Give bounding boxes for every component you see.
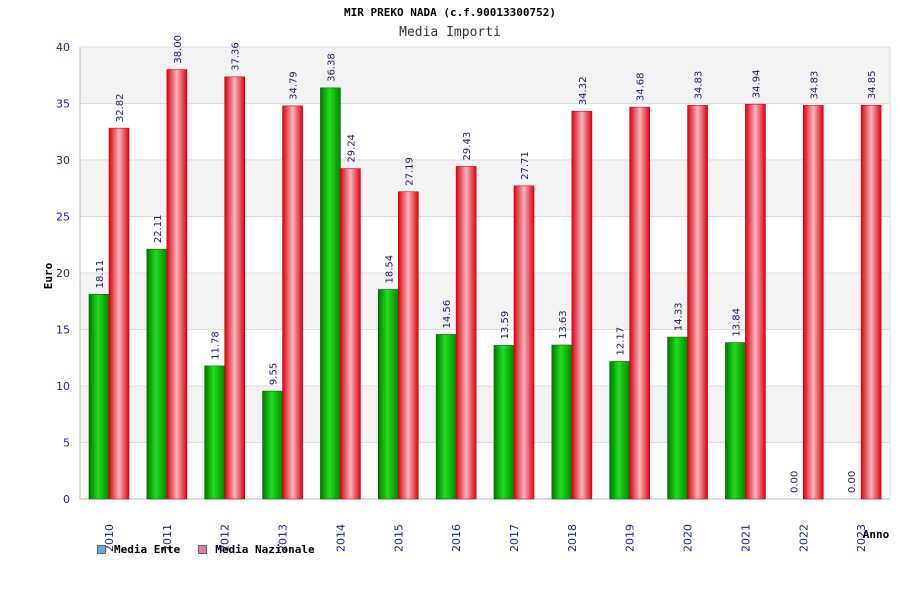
- grid-band: [80, 160, 890, 217]
- bar-nazionale: [629, 106, 651, 500]
- data-label: 37.36: [231, 42, 242, 71]
- bar-nazionale: [687, 105, 708, 500]
- y-tick-label: 25: [56, 211, 70, 224]
- grid-band: [80, 386, 890, 443]
- grid-band: [80, 329, 890, 386]
- x-tick-label: 2018: [566, 524, 579, 552]
- data-label: 34.68: [636, 72, 647, 101]
- data-label: 13.63: [558, 310, 569, 339]
- x-tick-label: 2023: [855, 524, 868, 552]
- bar-nazionale: [571, 110, 593, 500]
- bar-ente: [609, 361, 631, 500]
- data-label: 38.00: [173, 35, 184, 64]
- data-label: 34.94: [751, 70, 762, 99]
- bar-ente: [377, 289, 399, 500]
- data-label: 27.19: [404, 157, 415, 186]
- bar-ente: [493, 345, 515, 500]
- y-tick-label: 0: [63, 493, 70, 506]
- data-label: 34.83: [694, 71, 705, 100]
- data-label: 27.71: [520, 151, 531, 180]
- bar-nazionale: [282, 105, 303, 500]
- bar-nazionale: [397, 191, 419, 500]
- bar-ente: [551, 344, 573, 500]
- x-tick-label: 2012: [219, 524, 232, 552]
- data-label: 0.00: [789, 471, 800, 493]
- bar-ente: [262, 390, 283, 500]
- legend-item-nazionale: Media Nazionale: [198, 543, 315, 556]
- legend-swatch-ente: [97, 545, 106, 554]
- data-label: 34.79: [289, 71, 300, 100]
- y-tick-label: 15: [56, 324, 70, 337]
- x-tick-label: 2010: [103, 524, 116, 552]
- x-tick-label: 2019: [624, 524, 637, 552]
- data-label: 14.33: [674, 302, 685, 331]
- bar-nazionale: [166, 69, 188, 500]
- grid-band: [80, 216, 890, 273]
- data-label: 11.78: [211, 331, 222, 360]
- y-axis-label: Euro: [42, 262, 55, 289]
- data-label: 12.17: [616, 327, 627, 356]
- data-label: 34.32: [578, 77, 589, 106]
- y-tick-label: 5: [63, 437, 70, 450]
- x-tick-label: 2016: [450, 524, 463, 552]
- chart-title: MIR PREKO NADA (c.f.90013300752): [344, 6, 556, 19]
- data-label: 29.24: [346, 134, 357, 163]
- legend-label-nazionale: Media Nazionale: [215, 543, 315, 556]
- data-label: 32.82: [115, 93, 126, 122]
- chart-subtitle: Media Importi: [399, 25, 501, 40]
- bar-nazionale: [860, 104, 882, 500]
- bar-ente: [88, 294, 110, 500]
- bar-nazionale: [340, 168, 361, 500]
- bar-nazionale: [108, 127, 130, 500]
- bar-ente: [320, 87, 341, 500]
- data-label: 14.56: [442, 300, 453, 329]
- bar-ente: [146, 248, 168, 500]
- bar-ente: [204, 365, 226, 500]
- data-label: 13.84: [731, 308, 742, 337]
- grid-band: [80, 442, 890, 499]
- data-label: 18.11: [95, 260, 106, 289]
- grid-band: [80, 47, 890, 104]
- bar-ente: [667, 336, 688, 500]
- y-tick-label: 30: [56, 154, 70, 167]
- legend-swatch-nazionale: [198, 545, 208, 554]
- y-tick-label: 20: [56, 267, 70, 280]
- y-tick-label: 40: [56, 41, 70, 54]
- x-tick-label: 2013: [277, 524, 290, 552]
- data-label: 9.55: [269, 363, 280, 385]
- x-tick-label: 2014: [334, 524, 347, 552]
- bar-ente: [435, 334, 457, 500]
- data-label: 0.00: [847, 471, 858, 493]
- data-label: 13.59: [500, 311, 511, 340]
- y-tick-label: 10: [56, 380, 70, 393]
- data-label: 34.83: [809, 71, 820, 100]
- legend-item-ente: Media Ente: [97, 543, 180, 556]
- bar-nazionale: [513, 185, 535, 500]
- bar-nazionale: [455, 166, 477, 500]
- data-label: 36.38: [326, 53, 337, 82]
- x-tick-label: 2017: [508, 524, 521, 552]
- bar-nazionale: [224, 76, 246, 500]
- grid-band: [80, 103, 890, 160]
- data-label: 34.85: [867, 71, 878, 100]
- x-tick-label: 2015: [392, 524, 405, 552]
- data-label: 22.11: [153, 215, 164, 244]
- x-tick-label: 2020: [682, 524, 695, 552]
- x-axis-label: Anno: [863, 528, 890, 541]
- bar-nazionale: [802, 105, 824, 500]
- x-tick-label: 2022: [797, 524, 810, 552]
- bar-nazionale: [745, 103, 766, 500]
- x-tick-label: 2021: [739, 524, 752, 552]
- data-label: 18.54: [384, 255, 395, 284]
- legend: Media Ente Media Nazionale: [97, 543, 315, 556]
- y-tick-label: 35: [56, 98, 70, 111]
- x-tick-label: 2011: [161, 524, 174, 552]
- grid-band: [80, 273, 890, 330]
- bar-ente: [725, 342, 746, 500]
- legend-label-ente: Media Ente: [114, 543, 181, 556]
- data-label: 29.43: [462, 132, 473, 161]
